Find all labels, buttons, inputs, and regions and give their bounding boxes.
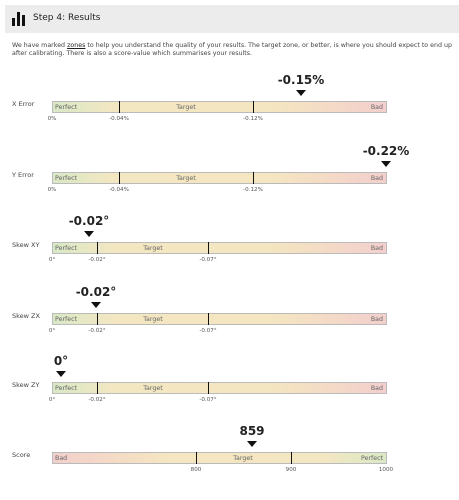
zone-label: Bad: [370, 384, 383, 392]
intro-before: We have marked: [12, 42, 68, 49]
result-value: -0.15%: [277, 73, 325, 87]
result-marker: [381, 161, 391, 167]
zone-bar: [52, 172, 387, 184]
intro-after: to help you understand the quality of yo…: [12, 42, 453, 57]
zone-label: Perfect: [55, 384, 78, 392]
header-title: Step 4: Results: [33, 13, 101, 23]
zone-divider: [208, 313, 209, 325]
zone-divider: [119, 172, 120, 184]
row-label: X Error: [12, 100, 35, 108]
result-value: 859: [239, 424, 265, 438]
tick-label: -0.02°: [88, 397, 106, 403]
tick-label: -0.02°: [88, 257, 106, 263]
zone-label: Bad: [370, 315, 383, 323]
tick-label: 0°: [48, 257, 56, 263]
tick-label: 0%: [47, 187, 57, 193]
result-marker: [91, 302, 101, 308]
row-label: Skew ZY: [12, 381, 40, 389]
result-marker: [296, 90, 306, 96]
zone-label: Perfect: [360, 454, 383, 462]
header-bar: Step 4: Results: [5, 5, 459, 33]
tick-label: -0.12%: [243, 116, 263, 122]
zones-link[interactable]: zones: [67, 42, 86, 49]
tick-label: -0.07°: [199, 257, 217, 263]
row-label: Skew XY: [12, 241, 40, 249]
tick-label: 900: [285, 467, 297, 473]
chart-icon: [12, 12, 25, 26]
tick-label: 800: [190, 467, 202, 473]
zone-label: Target: [143, 244, 163, 252]
zone-bar: [52, 382, 387, 394]
tick-label: -0.07°: [199, 328, 217, 334]
zone-divider: [208, 242, 209, 254]
zone-label: Target: [143, 384, 163, 392]
zone-divider: [196, 452, 197, 464]
intro-text: We have marked zones to help you underst…: [12, 42, 452, 58]
zone-label: Perfect: [55, 174, 78, 182]
zone-bar: [52, 313, 387, 325]
result-value: -0.02°: [75, 285, 117, 299]
zone-divider: [119, 101, 120, 113]
zone-bar: [52, 101, 387, 113]
tick-label: 0°: [48, 397, 56, 403]
zone-divider: [97, 242, 98, 254]
zone-label: Bad: [370, 103, 383, 111]
result-marker: [56, 371, 66, 377]
zone-label: Target: [143, 315, 163, 323]
tick-label: 0°: [48, 328, 56, 334]
zone-divider: [208, 382, 209, 394]
zone-bar: [52, 452, 387, 464]
tick-label: -0.02°: [88, 328, 106, 334]
zone-label: Bad: [55, 454, 68, 462]
result-marker: [247, 441, 257, 447]
row-label: Score: [12, 451, 31, 459]
zone-divider: [291, 452, 292, 464]
zone-label: Target: [176, 103, 196, 111]
result-value: -0.22%: [362, 144, 410, 158]
zone-label: Perfect: [55, 244, 78, 252]
zone-divider: [253, 172, 254, 184]
row-label: Y Error: [12, 171, 34, 179]
zone-divider: [253, 101, 254, 113]
zone-label: Bad: [370, 174, 383, 182]
tick-label: -0.12%: [243, 187, 263, 193]
zone-label: Target: [233, 454, 253, 462]
result-marker: [84, 231, 94, 237]
result-value: 0°: [53, 354, 69, 368]
zone-label: Perfect: [55, 315, 78, 323]
tick-label: 1000: [378, 467, 394, 473]
tick-label: -0.07°: [199, 397, 217, 403]
tick-label: 0%: [47, 116, 57, 122]
zone-divider: [97, 313, 98, 325]
row-label: Skew ZX: [12, 312, 40, 320]
zone-label: Perfect: [55, 103, 78, 111]
zone-bar: [52, 242, 387, 254]
tick-label: -0.04%: [109, 187, 129, 193]
result-value: -0.02°: [68, 214, 110, 228]
zone-label: Bad: [370, 244, 383, 252]
zone-label: Target: [176, 174, 196, 182]
tick-label: -0.04%: [109, 116, 129, 122]
zone-divider: [97, 382, 98, 394]
